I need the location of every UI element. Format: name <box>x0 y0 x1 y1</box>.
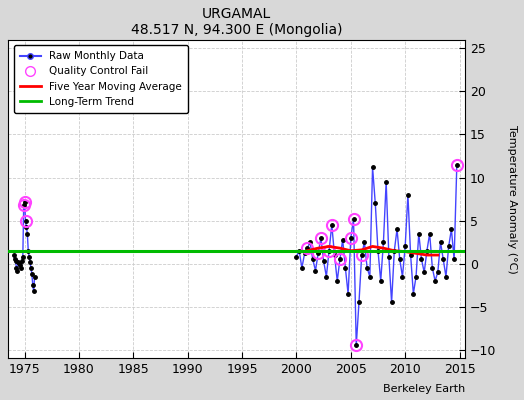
Text: Berkeley Earth: Berkeley Earth <box>383 384 465 394</box>
Legend: Raw Monthly Data, Quality Control Fail, Five Year Moving Average, Long-Term Tren: Raw Monthly Data, Quality Control Fail, … <box>14 45 188 113</box>
Title: URGAMAL
48.517 N, 94.300 E (Mongolia): URGAMAL 48.517 N, 94.300 E (Mongolia) <box>131 7 342 37</box>
Y-axis label: Temperature Anomaly (°C): Temperature Anomaly (°C) <box>507 125 517 274</box>
